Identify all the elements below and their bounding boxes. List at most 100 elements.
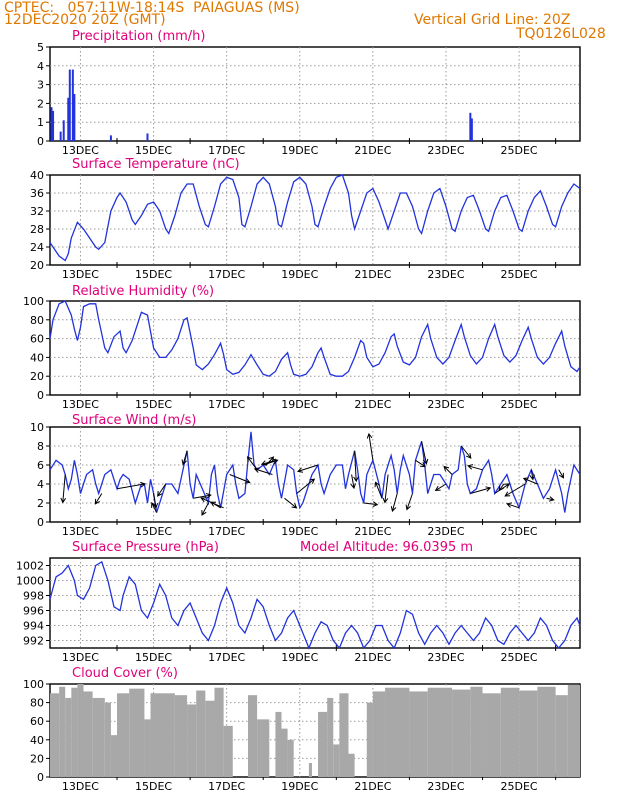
- wind-line: [49, 431, 581, 513]
- cloud-cover-bar: [65, 697, 72, 777]
- cloud-cover-bar: [333, 744, 340, 777]
- wind-vector-arrow: [157, 483, 167, 497]
- y-tick-label: 0: [37, 771, 44, 784]
- wind-vector-arrow: [284, 497, 298, 509]
- x-tick-label: 15DEC: [135, 144, 172, 157]
- y-tick-label: 40: [30, 734, 44, 747]
- x-tick-label: 19DEC: [281, 651, 318, 664]
- y-tick-label: 60: [30, 333, 44, 346]
- precipitation-title: Precipitation (mm/h): [72, 29, 205, 44]
- y-tick-label: 4: [37, 478, 44, 491]
- x-tick-label: 17DEC: [208, 398, 245, 411]
- y-tick-label: 32: [30, 205, 44, 218]
- header-date-line: 12DEC2020 20Z (GMT): [4, 12, 166, 28]
- y-tick-label: 24: [30, 241, 44, 254]
- wind-vector-arrow: [546, 496, 555, 502]
- precipitation-bar: [62, 120, 65, 141]
- humidity-title: Relative Humidity (%): [72, 284, 214, 299]
- cloud-cover-bar: [144, 719, 151, 777]
- y-tick-label: 10: [30, 421, 44, 434]
- wind-vector-arrow: [558, 469, 565, 479]
- wind-vector-arrow: [522, 477, 538, 485]
- x-tick-label: 25DEC: [501, 780, 538, 793]
- y-tick-label: 80: [30, 314, 44, 327]
- cloud-cover-bar: [318, 711, 328, 777]
- y-tick-label: 100: [23, 678, 44, 691]
- x-tick-label: 15DEC: [135, 268, 172, 281]
- y-tick-label: 2: [37, 97, 44, 110]
- wind-vector-arrow: [363, 501, 379, 507]
- header-model-code: TQ0126L028: [516, 26, 606, 42]
- y-tick-label: 994: [23, 620, 44, 633]
- x-tick-label: 15DEC: [135, 780, 172, 793]
- cloud-cover-bar: [339, 693, 349, 777]
- wind-frame: [49, 426, 581, 523]
- cloud-cover-title: Cloud Cover (%): [72, 666, 178, 681]
- cloud-cover-bar: [348, 753, 355, 777]
- cloud-cover-bar: [104, 702, 111, 777]
- precipitation-bar: [109, 135, 112, 141]
- wind-title: Surface Wind (m/s): [72, 413, 196, 428]
- cloud-cover-bar: [482, 693, 501, 777]
- precipitation-bar: [59, 131, 62, 141]
- y-tick-label: 1000: [16, 575, 44, 588]
- cloud-cover-bar: [537, 686, 556, 777]
- wind-vector-arrow: [366, 432, 374, 461]
- wind-vector-arrow: [443, 465, 453, 475]
- cloud-cover-bar: [77, 684, 84, 777]
- wind-vector-arrow: [246, 456, 258, 471]
- wind-vector-arrow: [421, 441, 429, 465]
- cloud-cover-bar: [150, 693, 175, 777]
- wind-vector-arrow: [434, 483, 447, 491]
- y-tick-label: 40: [30, 169, 44, 182]
- x-tick-label: 25DEC: [501, 268, 538, 281]
- wind-vector-arrow: [229, 474, 251, 484]
- y-tick-label: 3: [37, 79, 44, 92]
- humidity-panel: 0 20 40 60 80 100 13DEC 15DEC 17DEC 19DEC 21DEC 23D…: [23, 284, 581, 411]
- precipitation-bar: [52, 110, 55, 141]
- x-tick-label: 13DEC: [62, 144, 99, 157]
- y-tick-label: 20: [30, 370, 44, 383]
- wind-vector-arrow: [374, 481, 383, 499]
- wind-vector-arrow: [201, 502, 209, 516]
- x-tick-label: 17DEC: [208, 144, 245, 157]
- model-altitude-label: Model Altitude: 96.0395 m: [300, 540, 473, 555]
- x-tick-label: 15DEC: [135, 651, 172, 664]
- x-tick-label: 13DEC: [62, 398, 99, 411]
- pressure-frame: [49, 557, 581, 649]
- wind-vector-arrow: [151, 501, 158, 513]
- wind-vector-arrow: [296, 464, 319, 473]
- wind-vector-arrow: [415, 459, 426, 468]
- cloud-cover-bar: [427, 687, 453, 777]
- precipitation-frame: [49, 46, 581, 142]
- temperature-frame: [49, 174, 581, 266]
- y-tick-label: 1002: [16, 560, 44, 573]
- y-tick-label: 20: [30, 752, 44, 765]
- x-tick-label: 19DEC: [281, 144, 318, 157]
- wind-vector-arrow: [265, 456, 275, 466]
- x-tick-label: 17DEC: [208, 268, 245, 281]
- cloud-cover-bar: [223, 725, 233, 777]
- y-tick-label: 100: [23, 295, 44, 308]
- x-tick-label: 17DEC: [208, 780, 245, 793]
- cloud-cover-bar: [500, 687, 520, 777]
- y-tick-label: 2: [37, 497, 44, 510]
- x-tick-label: 25DEC: [501, 144, 538, 157]
- wind-vector-arrow: [253, 467, 273, 475]
- y-tick-label: 28: [30, 223, 44, 236]
- cloud-cover-bar: [257, 719, 270, 777]
- cloud-cover-bar: [452, 689, 471, 777]
- y-tick-label: 992: [23, 635, 44, 648]
- pressure-panel: 992 994 996 998 1000 1002 13DEC 15DEC 17DEC 19DEC…: [16, 540, 581, 664]
- x-tick-label: 21DEC: [354, 525, 391, 538]
- pressure-title: Surface Pressure (hPa): [72, 540, 219, 555]
- precipitation-bar: [469, 112, 472, 141]
- x-tick-label: 19DEC: [281, 525, 318, 538]
- y-tick-label: 4: [37, 60, 44, 73]
- wind-vector-arrow: [529, 469, 535, 481]
- x-tick-label: 21DEC: [354, 651, 391, 664]
- wind-vector-arrow: [382, 474, 389, 504]
- cloud-cover-bar: [470, 686, 483, 777]
- cloud-cover-bar: [281, 728, 288, 777]
